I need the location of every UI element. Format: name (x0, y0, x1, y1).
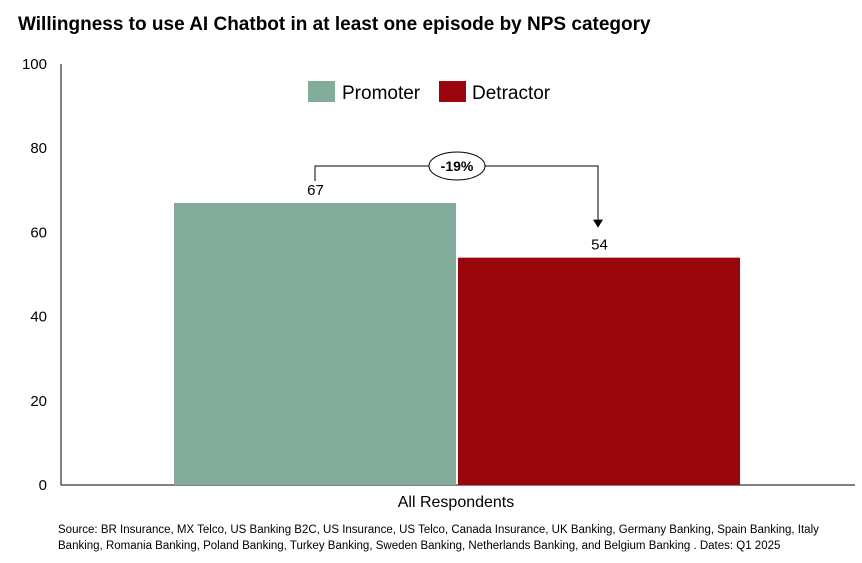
y-tick-label: 80 (30, 140, 47, 157)
y-tick-label: 0 (39, 477, 47, 494)
y-axis-ticks: 0 20 40 60 80 100 (22, 56, 47, 494)
y-tick-label: 60 (30, 224, 47, 241)
legend-label-promoter: Promoter (342, 83, 421, 104)
legend-label-detractor: Detractor (472, 83, 551, 104)
bar-detractor (458, 257, 740, 485)
bar-chart: 0 20 40 60 80 100 67 54 Promoter Detractor -19%… (22, 56, 855, 511)
annotation-text: -19% (441, 158, 474, 174)
chart-title: Willingness to use AI Chatbot in at leas… (18, 14, 651, 35)
bars: 67 54 (174, 182, 740, 485)
source-note: Source: BR Insurance, MX Telco, US Banki… (58, 524, 819, 552)
data-label-detractor: 54 (591, 237, 608, 254)
bar-promoter (174, 202, 456, 485)
legend: Promoter Detractor (308, 81, 551, 104)
legend-swatch-promoter (308, 81, 335, 102)
legend-swatch-detractor (439, 81, 466, 102)
y-tick-label: 100 (22, 56, 47, 73)
difference-annotation: -19% (314, 151, 603, 228)
data-label-promoter: 67 (307, 182, 324, 199)
y-tick-label: 40 (30, 309, 47, 326)
annotation-arrowhead (593, 219, 603, 228)
y-tick-label: 20 (30, 393, 47, 410)
x-category-label: All Respondents (398, 494, 515, 511)
annotation-bubble (428, 151, 486, 181)
